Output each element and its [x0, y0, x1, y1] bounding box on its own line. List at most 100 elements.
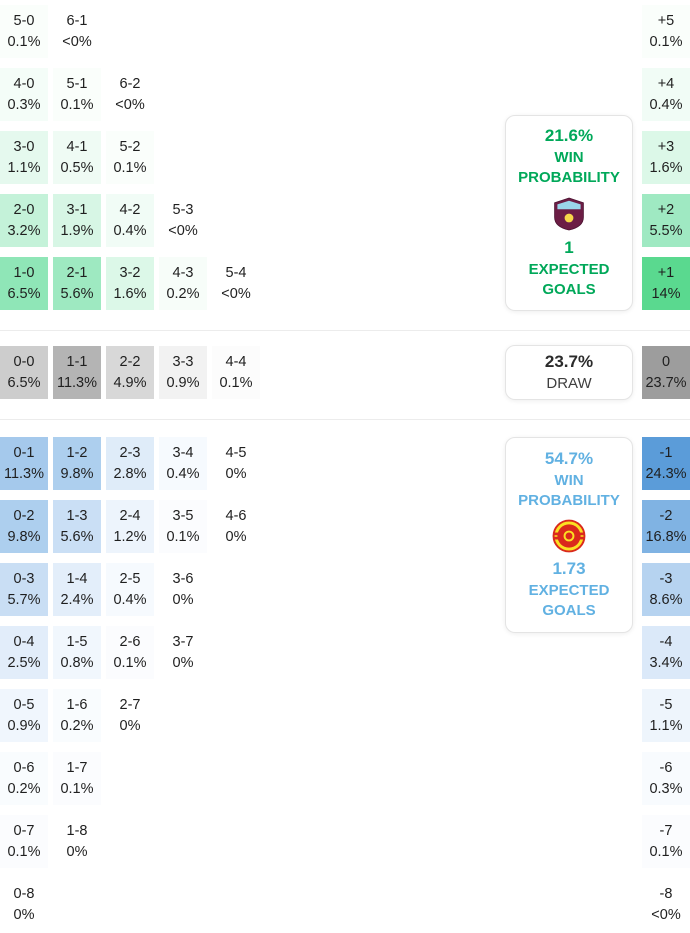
- score-cell-0-6: 0-6 0.2%: [0, 752, 48, 805]
- score-cell-4-0: 4-0 0.3%: [0, 68, 48, 121]
- home-win-probability-value: 21.6%: [544, 126, 594, 145]
- score-cell-0-5: 0-5 0.9%: [0, 689, 48, 742]
- cell-probability-label: 0.3%: [649, 781, 683, 797]
- score-cell-2-5: 2-5 0.4%: [106, 563, 154, 616]
- section-divider-top: [0, 330, 690, 331]
- margin-cell--5: -5 1.1%: [642, 689, 690, 742]
- cell-probability-label: 0.9%: [7, 718, 41, 734]
- cell-score-label: 1-5: [66, 634, 88, 650]
- score-row: 2-0 3.2% 3-1 1.9% 4-2 0.4% 5-3 <0% +2 5.5%: [0, 194, 690, 247]
- margin-cell-+4: +4 0.4%: [642, 68, 690, 121]
- cell-score-label: -1: [659, 445, 673, 461]
- score-row: 0-4 2.5% 1-5 0.8% 2-6 0.1% 3-7 0% -4 3.4%: [0, 626, 690, 679]
- score-cell-3-4: 3-4 0.4%: [159, 437, 207, 490]
- score-cell-2-1: 2-1 5.6%: [53, 257, 101, 310]
- cell-score-label: 0-4: [13, 634, 35, 650]
- score-cell-2-0: 2-0 3.2%: [0, 194, 48, 247]
- cell-score-label: +3: [657, 139, 675, 155]
- cell-score-label: +4: [657, 76, 675, 92]
- manchester-united-crest-icon: [552, 519, 586, 553]
- score-cell-3-5: 3-5 0.1%: [159, 500, 207, 553]
- score-cell-4-2: 4-2 0.4%: [106, 194, 154, 247]
- cell-score-label: 3-6: [172, 571, 194, 587]
- win-label-line1: WIN: [554, 149, 584, 166]
- cell-score-label: 1-4: [66, 571, 88, 587]
- score-cell-3-2: 3-2 1.6%: [106, 257, 154, 310]
- cell-score-label: 0-5: [13, 697, 35, 713]
- cell-probability-label: 0%: [172, 655, 194, 671]
- cell-score-label: +1: [657, 265, 675, 281]
- cell-probability-label: 0.1%: [60, 97, 94, 113]
- away-team-panel: 54.7% WIN PROBABILITY 1.73 EXPECTED GOAL…: [505, 437, 633, 633]
- cell-score-label: 1-2: [66, 445, 88, 461]
- cell-score-label: 2-6: [119, 634, 141, 650]
- cell-probability-label: 1.2%: [113, 529, 147, 545]
- eg-label-line2: GOALS: [542, 602, 596, 619]
- cell-probability-label: 24.3%: [645, 466, 687, 482]
- burnley-crest-icon: [553, 196, 585, 232]
- cell-probability-label: 11.3%: [3, 466, 45, 482]
- score-cell-4-3: 4-3 0.2%: [159, 257, 207, 310]
- cell-score-label: -4: [659, 634, 673, 650]
- cell-probability-label: 0.4%: [166, 466, 200, 482]
- cell-score-label: 0-3: [13, 571, 35, 587]
- cell-probability-label: 0%: [13, 907, 35, 923]
- score-cell-2-7: 2-7 0%: [106, 689, 154, 742]
- cell-score-label: 5-3: [172, 202, 194, 218]
- margin-cell--6: -6 0.3%: [642, 752, 690, 805]
- cell-probability-label: 5.6%: [60, 286, 94, 302]
- cell-probability-label: 0%: [119, 718, 141, 734]
- eg-label-line1: EXPECTED: [528, 582, 610, 599]
- cell-score-label: 6-2: [119, 76, 141, 92]
- score-row: 0-1 11.3% 1-2 9.8% 2-3 2.8% 3-4 0.4% 4-5 0% -1 24.3…: [0, 437, 690, 490]
- score-cell-0-3: 0-3 5.7%: [0, 563, 48, 616]
- cell-probability-label: 1.1%: [7, 160, 41, 176]
- away-win-probability-label: WIN PROBABILITY: [518, 471, 620, 511]
- score-cell-1-1: 1-1 11.3%: [53, 346, 101, 399]
- cell-probability-label: 0.1%: [113, 160, 147, 176]
- score-row: 0-3 5.7% 1-4 2.4% 2-5 0.4% 3-6 0% -3 8.6%: [0, 563, 690, 616]
- score-row: 0-6 0.2% 1-7 0.1% -6 0.3%: [0, 752, 690, 805]
- score-cell-3-6: 3-6 0%: [159, 563, 207, 616]
- score-cell-3-0: 3-0 1.1%: [0, 131, 48, 184]
- cell-score-label: -3: [659, 571, 673, 587]
- cell-score-label: 6-1: [66, 13, 88, 29]
- score-cell-5-2: 5-2 0.1%: [106, 131, 154, 184]
- cell-probability-label: <0%: [651, 907, 681, 923]
- score-cell-0-8: 0-8 0%: [0, 878, 48, 931]
- score-cell-1-5: 1-5 0.8%: [53, 626, 101, 679]
- cell-probability-label: 0.3%: [7, 97, 41, 113]
- score-row: 0-0 6.5% 1-1 11.3% 2-2 4.9% 3-3 0.9% 4-4 0.1% 0 23.…: [0, 346, 690, 399]
- cell-probability-label: 6.5%: [7, 286, 41, 302]
- away-win-probability-value: 54.7%: [544, 449, 594, 468]
- cell-score-label: 4-5: [225, 445, 247, 461]
- score-row: 0-8 0% -8 <0%: [0, 878, 690, 931]
- cell-probability-label: 5.6%: [60, 529, 94, 545]
- cell-probability-label: 0.2%: [7, 781, 41, 797]
- cell-probability-label: 6.5%: [7, 375, 41, 391]
- cell-probability-label: 0.1%: [649, 844, 683, 860]
- cell-probability-label: 0.2%: [60, 718, 94, 734]
- cell-score-label: 0-1: [13, 445, 35, 461]
- cell-probability-label: 0.1%: [166, 529, 200, 545]
- cell-probability-label: <0%: [221, 286, 251, 302]
- cell-probability-label: 0.9%: [166, 375, 200, 391]
- cell-score-label: 2-1: [66, 265, 88, 281]
- score-cell-4-5: 4-5 0%: [212, 437, 260, 490]
- cell-score-label: 3-3: [172, 354, 194, 370]
- home-expected-goals-value: 1: [564, 238, 574, 257]
- draw-label: DRAW: [546, 374, 592, 392]
- margin-cell-+2: +2 5.5%: [642, 194, 690, 247]
- margin-cell--4: -4 3.4%: [642, 626, 690, 679]
- cell-score-label: 1-8: [66, 823, 88, 839]
- score-cell-0-4: 0-4 2.5%: [0, 626, 48, 679]
- margin-cell--8: -8 <0%: [642, 878, 690, 931]
- score-row: 5-0 0.1% 6-1 <0% +5 0.1%: [0, 5, 690, 58]
- cell-probability-label: 0.5%: [60, 160, 94, 176]
- margin-cell--7: -7 0.1%: [642, 815, 690, 868]
- cell-score-label: 3-2: [119, 265, 141, 281]
- cell-probability-label: 0%: [172, 592, 194, 608]
- win-label-line1: WIN: [554, 472, 584, 489]
- score-cell-0-7: 0-7 0.1%: [0, 815, 48, 868]
- score-cell-0-2: 0-2 9.8%: [0, 500, 48, 553]
